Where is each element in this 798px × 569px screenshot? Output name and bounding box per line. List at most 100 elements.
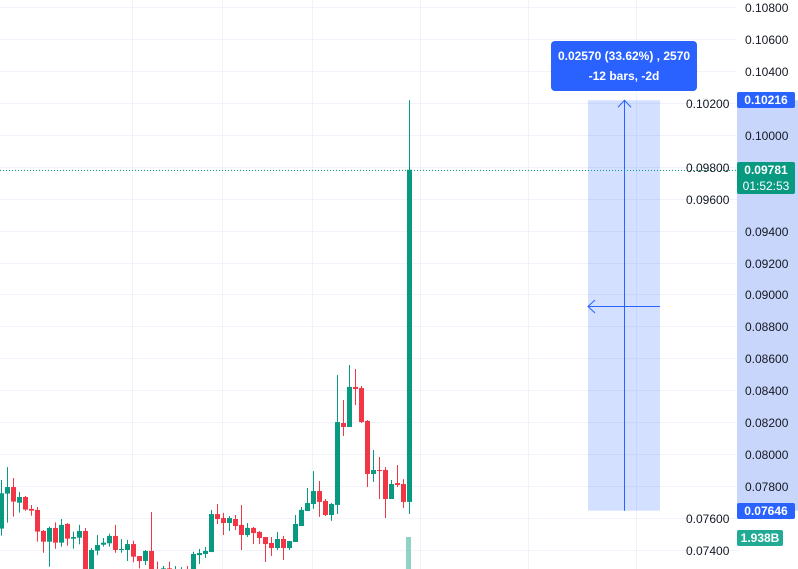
price-tick-label: 0.09000 (745, 287, 789, 302)
candle (47, 526, 52, 567)
candle (119, 538, 124, 553)
candle (137, 556, 142, 569)
candle-body (227, 518, 232, 523)
candle-body (347, 386, 352, 428)
price-tick-label: 0.09600 (686, 192, 730, 207)
candle (407, 100, 412, 515)
price-tick-label: 0.10400 (745, 64, 789, 79)
candle (293, 515, 298, 542)
candle-body (251, 527, 256, 534)
candle-body (77, 530, 82, 538)
candle (389, 480, 394, 500)
candle (209, 509, 214, 553)
candle-body (401, 484, 406, 502)
candle (23, 496, 28, 511)
measure-bars-text: -12 bars, -2d (588, 69, 660, 83)
last-price-label: 0.09781 01:52:53 (737, 161, 795, 194)
candle (0, 480, 4, 536)
price-tick-label: 0.10200 (686, 96, 730, 111)
candle-body (281, 538, 286, 549)
candle-body (137, 556, 142, 561)
candle (187, 565, 188, 569)
candle-body (275, 538, 280, 549)
candle-body (203, 550, 208, 554)
price-tick-label: 0.09400 (745, 224, 789, 239)
candle-body (47, 527, 52, 542)
candle (323, 499, 328, 516)
candle (83, 527, 88, 569)
candle (197, 549, 202, 565)
candle-body (239, 524, 244, 535)
candle (257, 530, 262, 545)
candle (401, 479, 406, 508)
candle (353, 369, 358, 405)
candle-body (107, 535, 112, 544)
candle-body (269, 542, 274, 549)
candle (149, 511, 154, 569)
candle-body (89, 549, 94, 569)
price-tick-label: 0.10600 (745, 32, 789, 47)
candle-body (353, 386, 358, 390)
bar-countdown: 01:52:53 (742, 178, 790, 193)
candle-body (101, 542, 106, 545)
candle (287, 541, 292, 550)
candle (383, 467, 388, 519)
candle (263, 537, 268, 562)
candle-body (23, 496, 28, 510)
candle-body (125, 544, 130, 550)
candle-body (221, 518, 226, 523)
candle-body (11, 487, 16, 502)
candle (175, 565, 176, 569)
candle-body (29, 508, 34, 511)
price-tick-label: 0.09200 (745, 256, 789, 271)
candle-body (95, 545, 100, 551)
candle (221, 512, 226, 535)
candle (227, 515, 232, 531)
candle-body (341, 423, 346, 428)
candle-body (113, 535, 118, 550)
candle-body (293, 523, 298, 542)
price-tick-label: 0.09800 (686, 160, 730, 175)
price-tick-label: 0.07400 (686, 543, 730, 558)
candle-body (311, 491, 316, 504)
candle-body (41, 530, 46, 542)
candle (101, 538, 106, 547)
price-tick-label: 0.08000 (745, 447, 789, 462)
candle-body (305, 503, 310, 512)
measure-change-text: 0.02570 (33.62%) , 2570 (557, 49, 691, 63)
candle (167, 561, 172, 569)
candle (317, 480, 322, 517)
candle (143, 549, 148, 565)
candle (239, 504, 244, 550)
candle-body (131, 544, 136, 557)
candle (41, 530, 46, 553)
price-tick-label: 0.08600 (745, 351, 789, 366)
candle-body (191, 553, 196, 569)
candle (131, 540, 136, 563)
price-tick-label: 0.10800 (745, 0, 789, 15)
measure-arrows (587, 99, 660, 511)
candle (95, 534, 100, 556)
candle-body (317, 491, 322, 502)
candle-body (83, 530, 88, 569)
candle-body (245, 527, 250, 535)
candle-body (197, 553, 202, 556)
price-tick-label: 0.08200 (745, 415, 789, 430)
candle (125, 539, 130, 561)
candle (113, 524, 118, 553)
measure-high-label: 0.10216 (737, 92, 795, 109)
candle-body (59, 524, 64, 543)
candle (245, 522, 250, 538)
candle (269, 537, 274, 557)
candle (65, 522, 70, 546)
candle-body (215, 514, 220, 519)
candle (71, 531, 76, 549)
candle (275, 531, 280, 550)
price-tick-label: 0.07800 (745, 479, 789, 494)
candle (215, 503, 220, 524)
candle (59, 518, 64, 547)
candle (181, 567, 182, 569)
candle (35, 507, 40, 542)
candle (341, 400, 346, 436)
candle-body (407, 169, 412, 502)
